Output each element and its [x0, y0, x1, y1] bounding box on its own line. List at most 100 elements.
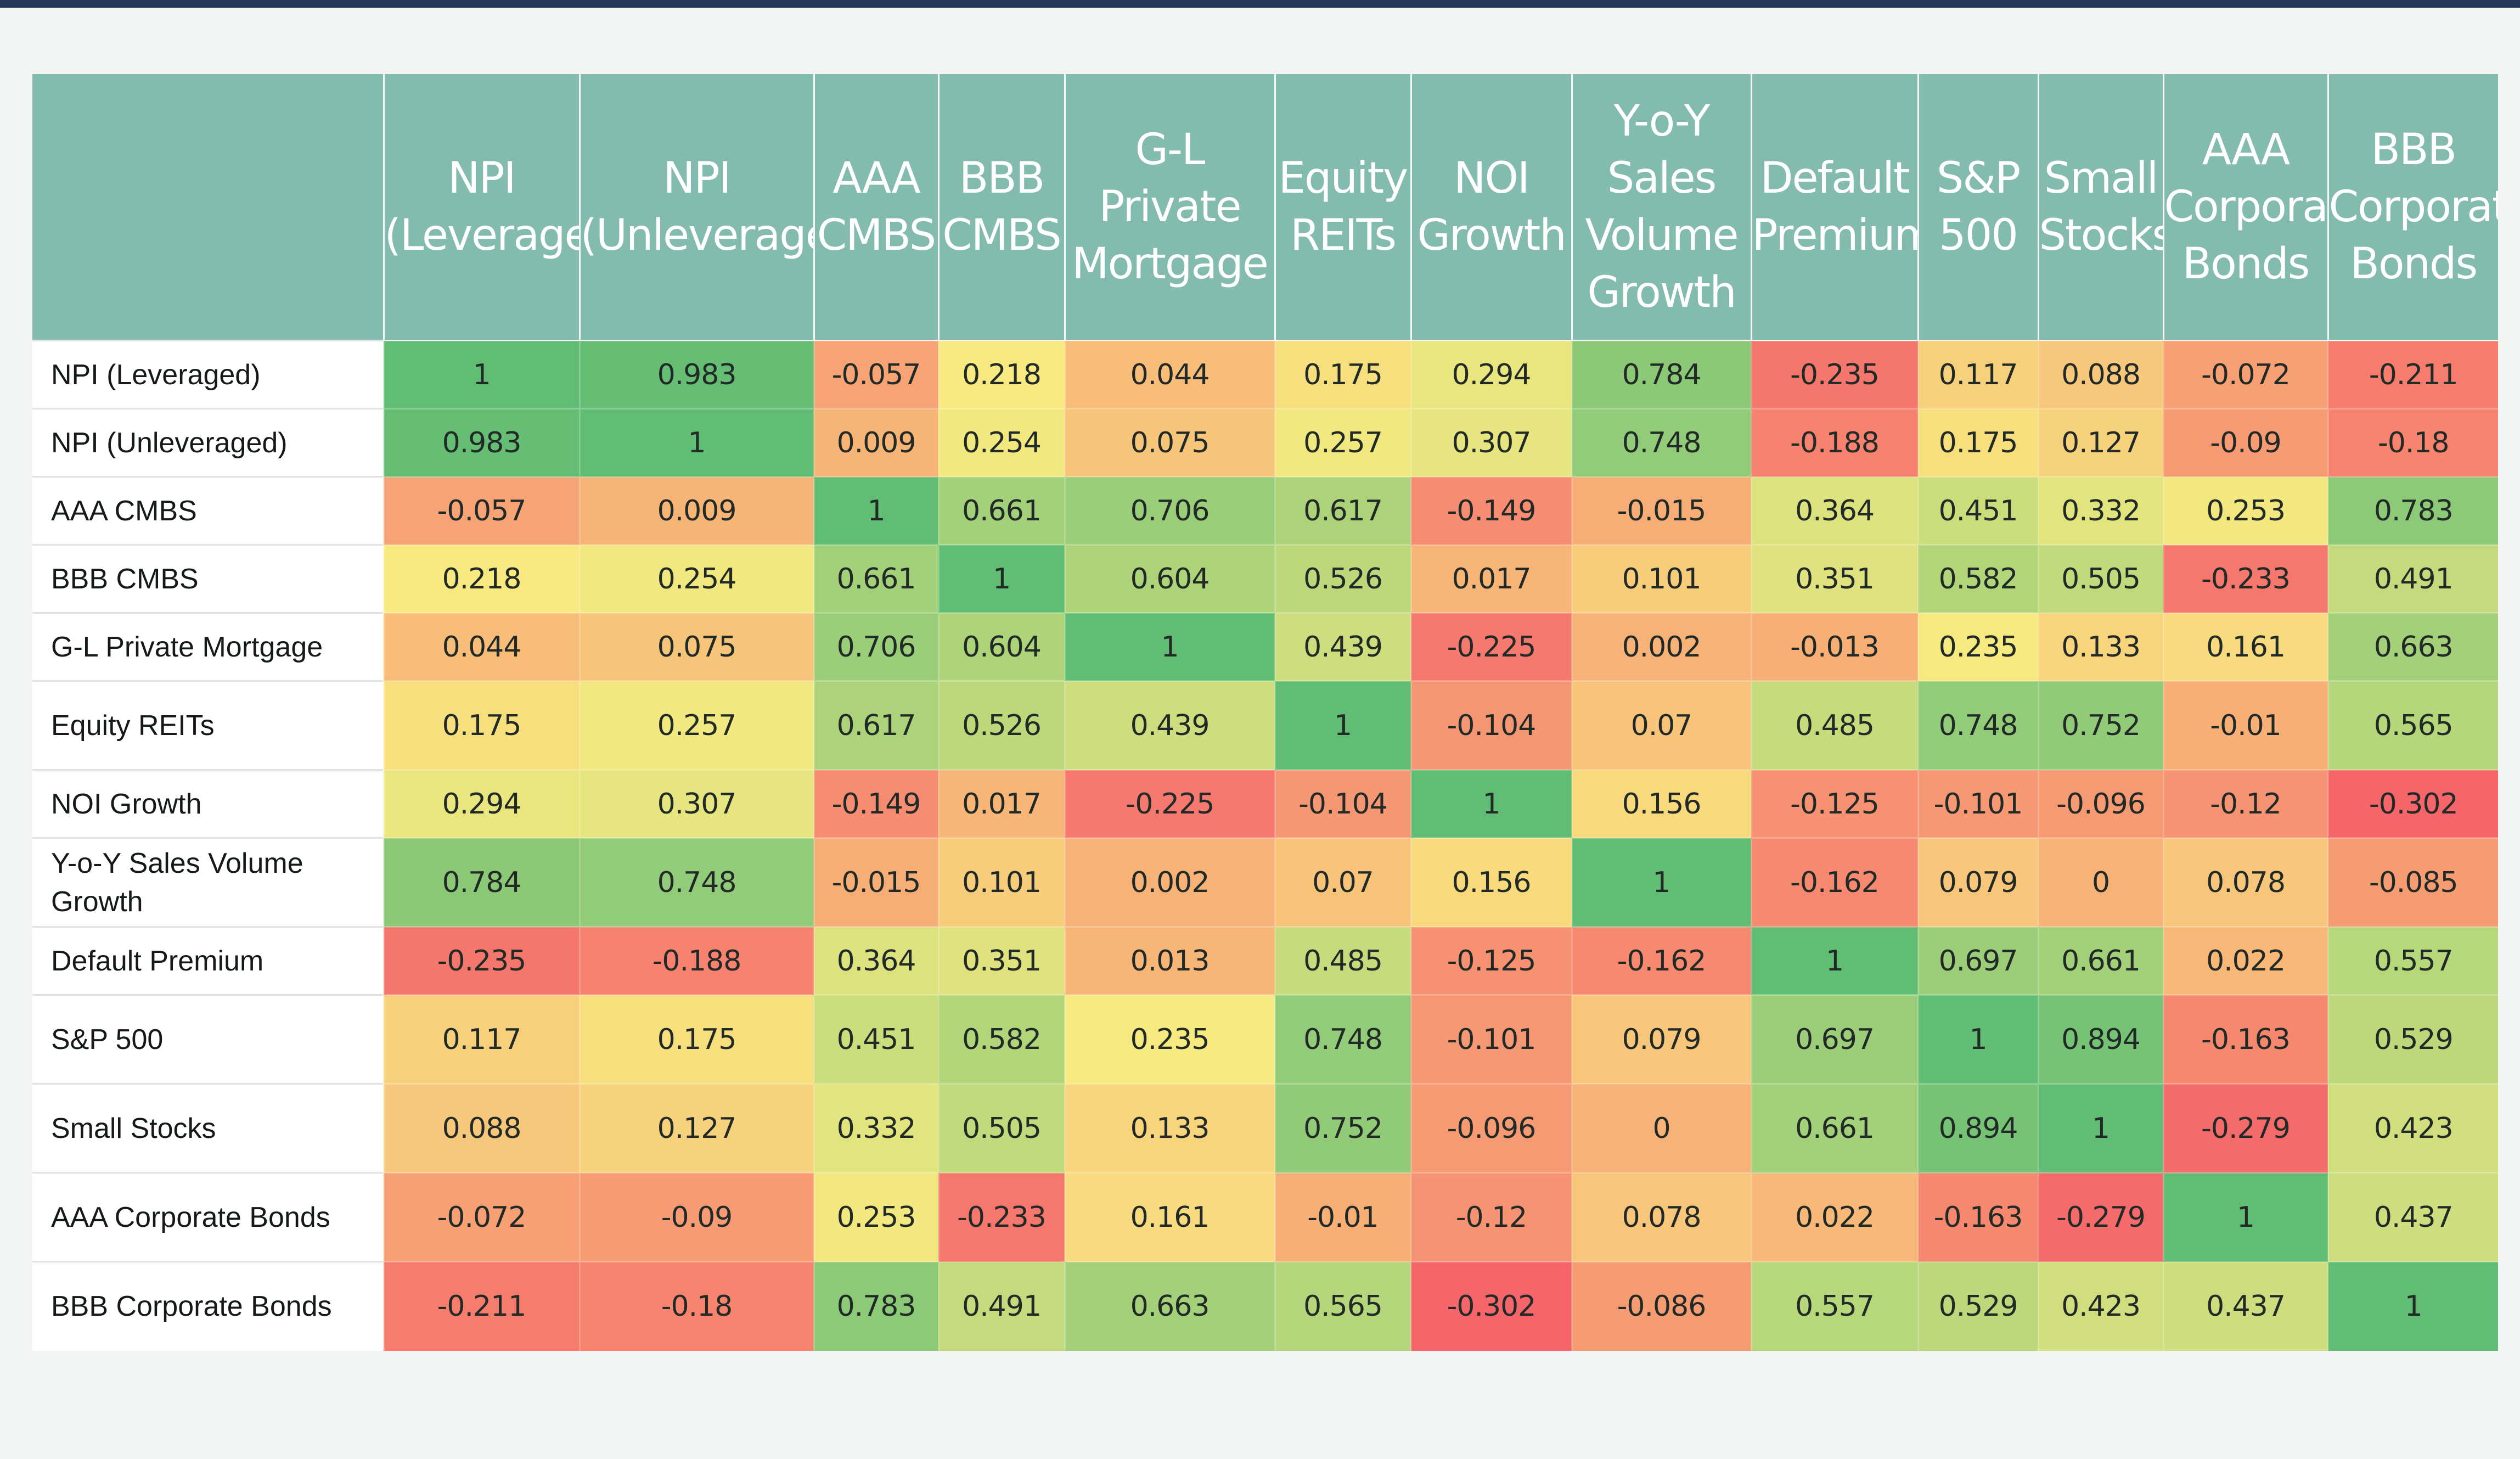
heatmap-cell: 0.075: [578, 612, 814, 681]
heatmap-cell: 1: [937, 544, 1065, 613]
heatmap-cell: 0.079: [1917, 837, 2038, 927]
heatmap-cell: -0.162: [1750, 837, 1918, 927]
heatmap-cell: -0.09: [2162, 408, 2328, 477]
heatmap-cell: 0.044: [1064, 340, 1275, 409]
row-label: G-L Private Mortgage: [32, 612, 384, 681]
heatmap-cell: 1: [1064, 612, 1275, 681]
heatmap-cell: 0.491: [2327, 544, 2498, 613]
heatmap-cell: 0.294: [383, 769, 580, 838]
heatmap-cell: 0.505: [2037, 544, 2163, 613]
heatmap-cell: 1: [383, 340, 580, 409]
heatmap-cell: 0.706: [813, 612, 938, 681]
column-header: Small Stocks: [2037, 74, 2163, 341]
heatmap-cell: 0.582: [1917, 544, 2038, 613]
heatmap-cell: -0.162: [1571, 926, 1751, 995]
heatmap-cell: 0.697: [1750, 994, 1918, 1084]
heatmap-cell: 0.117: [383, 994, 580, 1084]
heatmap-cell: 1: [813, 476, 938, 545]
heatmap-cell: -0.125: [1750, 769, 1918, 838]
heatmap-cell: 0.894: [2037, 994, 2163, 1084]
heatmap-cell: 1: [1410, 769, 1572, 838]
column-header: NOI Growth: [1410, 74, 1572, 341]
heatmap-cell: -0.235: [1750, 340, 1918, 409]
heatmap-cell: 0.663: [1064, 1261, 1275, 1351]
heatmap-cell: 0.783: [813, 1261, 938, 1351]
top-rule: [0, 0, 2520, 8]
column-header: NPI (Leveraged): [383, 74, 580, 341]
matrix-row: Default Premium -0.235 -0.188 0.364 0.351 0.0…: [32, 926, 2498, 995]
heatmap-cell: 0.485: [1274, 926, 1411, 995]
heatmap-cell: 0.617: [1274, 476, 1411, 545]
heatmap-cell: -0.057: [813, 340, 938, 409]
heatmap-cell: 0.529: [1917, 1261, 2038, 1351]
heatmap-cell: -0.12: [2162, 769, 2328, 838]
heatmap-cell: 0.423: [2037, 1261, 2163, 1351]
row-label: AAA CMBS: [32, 476, 384, 545]
heatmap-cell: 0.257: [578, 680, 814, 770]
heatmap-cell: 0.254: [578, 544, 814, 613]
heatmap-cell: 0.529: [2327, 994, 2498, 1084]
row-label: BBB CMBS: [32, 544, 384, 613]
heatmap-cell: -0.086: [1571, 1261, 1751, 1351]
heatmap-cell: 0.079: [1571, 994, 1751, 1084]
heatmap-cell: 0.307: [578, 769, 814, 838]
heatmap-cell: -0.149: [813, 769, 938, 838]
heatmap-cell: -0.072: [2162, 340, 2328, 409]
heatmap-cell: 0.332: [2037, 476, 2163, 545]
row-label: Equity REITs: [32, 680, 384, 770]
heatmap-cell: 0: [1571, 1083, 1751, 1173]
matrix-row: BBB CMBS 0.218 0.254 0.661 1 0.604 0.526 0.017 0…: [32, 544, 2498, 613]
heatmap-cell: 0.451: [1917, 476, 2038, 545]
heatmap-cell: -0.12: [1410, 1172, 1572, 1262]
heatmap-cell: 0.661: [813, 544, 938, 613]
heatmap-cell: -0.057: [383, 476, 580, 545]
heatmap-cell: 0.557: [1750, 1261, 1918, 1351]
heatmap-cell: 0.017: [1410, 544, 1572, 613]
heatmap-cell: 0.582: [937, 994, 1065, 1084]
heatmap-cell: 1: [2327, 1261, 2498, 1351]
heatmap-cell: 0.044: [383, 612, 580, 681]
heatmap-cell: 0.784: [1571, 340, 1751, 409]
heatmap-cell: 0.604: [1064, 544, 1275, 613]
column-header: BBB Corporate Bonds: [2327, 74, 2498, 341]
heatmap-cell: -0.101: [1410, 994, 1572, 1084]
heatmap-cell: 0.127: [578, 1083, 814, 1173]
heatmap-cell: 0.175: [1274, 340, 1411, 409]
heatmap-cell: -0.225: [1064, 769, 1275, 838]
heatmap-cell: 0.175: [578, 994, 814, 1084]
column-header: Y-o-Y Sales Volume Growth: [1571, 74, 1751, 341]
heatmap-cell: -0.101: [1917, 769, 2038, 838]
heatmap-cell: -0.085: [2327, 837, 2498, 927]
heatmap-cell: 0.706: [1064, 476, 1275, 545]
heatmap-cell: 0.078: [2162, 837, 2328, 927]
heatmap-cell: 0.002: [1064, 837, 1275, 927]
heatmap-cell: 0.175: [1917, 408, 2038, 477]
heatmap-cell: 0.784: [383, 837, 580, 927]
heatmap-cell: -0.163: [2162, 994, 2328, 1084]
heatmap-cell: 0.075: [1064, 408, 1275, 477]
heatmap-cell: 0.022: [2162, 926, 2328, 995]
heatmap-cell: 0.439: [1064, 680, 1275, 770]
heatmap-cell: 0.983: [383, 408, 580, 477]
row-label: AAA Corporate Bonds: [32, 1172, 384, 1262]
heatmap-cell: 0.351: [937, 926, 1065, 995]
heatmap-cell: 0.748: [1571, 408, 1751, 477]
heatmap-cell: 0.022: [1750, 1172, 1918, 1262]
heatmap-cell: 0.485: [1750, 680, 1918, 770]
heatmap-cell: 0.133: [2037, 612, 2163, 681]
heatmap-cell: -0.18: [578, 1261, 814, 1351]
matrix-body: NPI (Leveraged) 1 0.983 -0.057 0.218 0.044 0.1…: [32, 340, 2498, 1351]
heatmap-cell: 0.351: [1750, 544, 1918, 613]
heatmap-cell: 1: [578, 408, 814, 477]
row-label: NPI (Unleveraged): [32, 408, 384, 477]
heatmap-cell: -0.01: [2162, 680, 2328, 770]
heatmap-cell: -0.233: [937, 1172, 1065, 1262]
heatmap-cell: 0.663: [2327, 612, 2498, 681]
row-label: Default Premium: [32, 926, 384, 995]
heatmap-cell: 1: [1917, 994, 2038, 1084]
matrix-row: Equity REITs 0.175 0.257 0.617 0.526 0.439 1 -0…: [32, 680, 2498, 770]
heatmap-cell: -0.125: [1410, 926, 1572, 995]
header-row: NPI (Leveraged)NPI (Unleveraged)AAA CMBS…: [32, 74, 2498, 341]
heatmap-cell: 0.983: [578, 340, 814, 409]
heatmap-cell: -0.225: [1410, 612, 1572, 681]
